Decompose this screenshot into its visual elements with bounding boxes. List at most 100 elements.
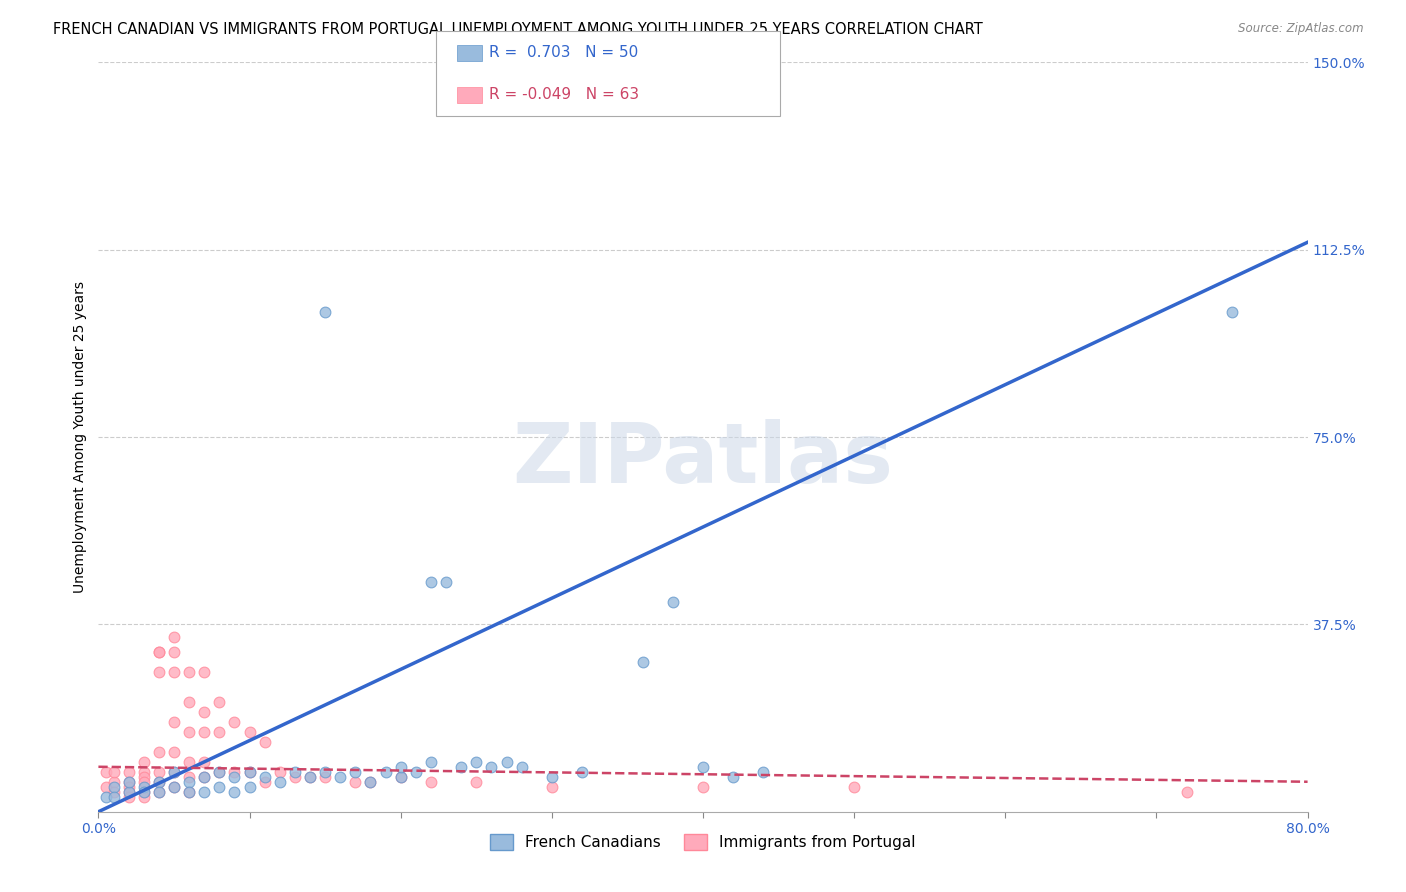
Point xyxy=(510,760,533,774)
Text: FRENCH CANADIAN VS IMMIGRANTS FROM PORTUGAL UNEMPLOYMENT AMONG YOUTH UNDER 25 YE: FRENCH CANADIAN VS IMMIGRANTS FROM PORTU… xyxy=(53,22,983,37)
Point xyxy=(224,785,246,799)
Point xyxy=(163,780,186,794)
Point xyxy=(239,724,262,739)
Point xyxy=(103,785,125,799)
Text: ZIPatlas: ZIPatlas xyxy=(513,419,893,500)
Point xyxy=(540,780,562,794)
Point xyxy=(540,770,562,784)
Point xyxy=(465,774,488,789)
Point xyxy=(179,785,201,799)
Point xyxy=(148,785,170,799)
Point xyxy=(179,774,201,789)
Point xyxy=(389,770,412,784)
Point xyxy=(208,780,231,794)
Point xyxy=(239,780,262,794)
Point xyxy=(344,764,367,779)
Point xyxy=(118,789,141,804)
Point xyxy=(132,764,155,779)
Point xyxy=(94,764,117,779)
Point xyxy=(163,764,186,779)
Point xyxy=(389,770,412,784)
Point xyxy=(844,780,866,794)
Point xyxy=(329,770,352,784)
Point xyxy=(405,764,427,779)
Point xyxy=(118,764,141,779)
Point xyxy=(148,645,170,659)
Point xyxy=(481,760,503,774)
Point xyxy=(253,770,276,784)
Text: Source: ZipAtlas.com: Source: ZipAtlas.com xyxy=(1239,22,1364,36)
Point xyxy=(314,770,336,784)
Point xyxy=(94,789,117,804)
Point xyxy=(269,774,291,789)
Point xyxy=(239,764,262,779)
Point xyxy=(132,755,155,769)
Point xyxy=(103,774,125,789)
Point xyxy=(118,774,141,789)
Point xyxy=(495,755,517,769)
Point xyxy=(208,695,231,709)
Point xyxy=(103,780,125,794)
Point xyxy=(360,774,382,789)
Point xyxy=(193,770,215,784)
Point xyxy=(269,764,291,779)
Point xyxy=(179,755,201,769)
Point xyxy=(132,770,155,784)
Point xyxy=(148,774,170,789)
Point xyxy=(208,764,231,779)
Point xyxy=(193,724,215,739)
Point xyxy=(1220,305,1243,319)
Point xyxy=(193,705,215,719)
Point xyxy=(284,764,307,779)
Point xyxy=(374,764,396,779)
Point xyxy=(163,780,186,794)
Point xyxy=(224,770,246,784)
Point xyxy=(420,574,443,589)
Point xyxy=(163,630,186,644)
Point xyxy=(450,760,472,774)
Point xyxy=(179,665,201,679)
Point xyxy=(132,789,155,804)
Point xyxy=(118,785,141,799)
Point xyxy=(118,774,141,789)
Point xyxy=(420,755,443,769)
Point xyxy=(148,785,170,799)
Point xyxy=(179,695,201,709)
Point xyxy=(360,774,382,789)
Point xyxy=(299,770,322,784)
Point xyxy=(193,665,215,679)
Point xyxy=(314,764,336,779)
Point xyxy=(224,714,246,729)
Point xyxy=(118,780,141,794)
Point xyxy=(752,764,775,779)
Point xyxy=(118,785,141,799)
Point xyxy=(193,770,215,784)
Point xyxy=(208,764,231,779)
Point xyxy=(193,785,215,799)
Point xyxy=(299,770,322,784)
Point xyxy=(179,785,201,799)
Point xyxy=(692,780,714,794)
Point xyxy=(163,714,186,729)
Point xyxy=(208,724,231,739)
Point xyxy=(224,764,246,779)
Legend: French Canadians, Immigrants from Portugal: French Canadians, Immigrants from Portug… xyxy=(484,829,922,856)
Point xyxy=(148,645,170,659)
Point xyxy=(571,764,593,779)
Point xyxy=(148,774,170,789)
Point xyxy=(631,655,654,669)
Point xyxy=(179,724,201,739)
Point xyxy=(148,745,170,759)
Point xyxy=(148,665,170,679)
Point xyxy=(344,774,367,789)
Point xyxy=(314,305,336,319)
Point xyxy=(661,595,683,609)
Point xyxy=(94,780,117,794)
Point xyxy=(103,789,125,804)
Point xyxy=(163,745,186,759)
Point xyxy=(132,785,155,799)
Point xyxy=(420,774,443,789)
Text: R = -0.049   N = 63: R = -0.049 N = 63 xyxy=(489,87,640,102)
Point xyxy=(103,764,125,779)
Point xyxy=(132,785,155,799)
